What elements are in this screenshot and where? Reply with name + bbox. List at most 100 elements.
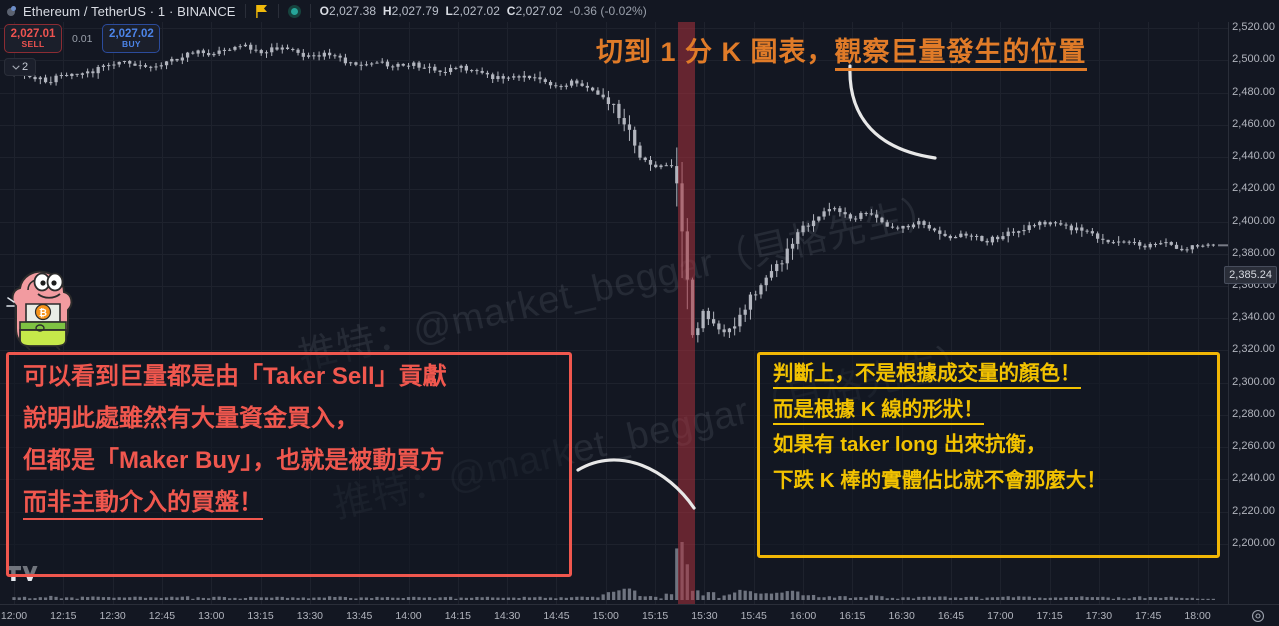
gridline-vertical [950, 0, 952, 604]
gridline-horizontal [0, 350, 1228, 352]
gridline-horizontal [0, 318, 1228, 320]
volume-spike-highlight-band [678, 0, 695, 604]
time-scale-label: 13:15 [247, 610, 274, 622]
curved-arrow-icon-left [576, 458, 696, 510]
price-scale-label: 2,220.00 [1232, 504, 1275, 517]
sell-price: 2,027.01 [10, 28, 56, 40]
flag-icon[interactable] [255, 4, 269, 19]
red-note-line-4: 而非主動介入的買盤！ [23, 489, 555, 520]
buy-price: 2,027.02 [109, 28, 154, 40]
red-note-line-2: 說明此處雖然有大量資金買入， [23, 407, 555, 431]
price-scale-label: 2,480.00 [1232, 85, 1275, 98]
chevron-down-icon [12, 64, 20, 70]
gridline-horizontal [0, 189, 1228, 191]
gridline-vertical [457, 0, 459, 604]
top-annotation-underlined: 觀察巨量發生的位置 [834, 37, 1087, 71]
time-scale-label: 15:00 [592, 610, 619, 622]
price-scale-label: 2,420.00 [1232, 182, 1275, 195]
yellow-annotation-box: 判斷上，不是根據成交量的顏色！ 而是根據 K 線的形狀！ 如果有 taker lon… [757, 352, 1220, 558]
time-scale[interactable]: 12:00 12:15 12:30 12:45 13:00 13:15 13:30 13:45… [0, 604, 1279, 626]
buy-button[interactable]: 2,027.02 BUY [102, 24, 161, 53]
time-scale-label: 17:30 [1085, 610, 1113, 622]
ohlc-close-value: 2,027.02 [515, 4, 563, 18]
time-scale-label: 16:00 [789, 610, 817, 622]
yellow-note-line-4: 下跌 K 棒的實體佔比就不會那麼大！ [773, 470, 1204, 492]
price-scale-label: 2,460.00 [1232, 117, 1275, 130]
gridline-vertical [901, 0, 903, 604]
gridline-vertical [359, 0, 361, 604]
gridline-vertical [753, 0, 755, 604]
time-scale-label: 14:30 [494, 610, 521, 622]
gridline-horizontal [0, 479, 1228, 481]
gridline-horizontal [0, 124, 1228, 126]
ohlc-high-label: H [382, 4, 392, 18]
top-annotation-note: 切到 1 分 K 圖表，觀察巨量發生的位置 [596, 30, 1087, 71]
gridline-horizontal [0, 157, 1228, 159]
time-scale-label: 17:45 [1135, 610, 1162, 622]
gridline-vertical [1049, 0, 1051, 604]
time-scale-label: 17:00 [987, 610, 1014, 622]
time-scale-label: 16:30 [888, 610, 915, 622]
time-scale-label: 18:00 [1184, 610, 1211, 622]
ohlc-low-label: L [445, 4, 453, 18]
symbol-title[interactable]: Ethereum / TetherUS · 1 · BINANCE [23, 3, 236, 19]
gridline-vertical [309, 0, 311, 604]
gridline-horizontal [0, 60, 1228, 62]
sell-button[interactable]: 2,027.01 SELL [4, 24, 62, 53]
price-scale-label: 2,320.00 [1232, 343, 1275, 356]
price-scale-label: 2,380.00 [1232, 246, 1275, 259]
chart-plot-area[interactable]: 推特：@market_beggar（貝格先生） 推特：@market_begga… [0, 0, 1228, 604]
price-scale-label: 2,200.00 [1232, 536, 1275, 549]
buy-label: BUY [122, 39, 141, 50]
red-annotation-box: 可以看到巨量都是由「Taker Sell」貢獻 說明此處雖然有大量資金買入， 但都是… [6, 352, 572, 577]
gridline-vertical [1148, 0, 1150, 604]
gridline-horizontal [0, 511, 1228, 513]
toolbar-divider-2 [277, 4, 279, 18]
gridline-vertical [161, 0, 163, 604]
time-scale-label: 14:45 [543, 610, 570, 622]
price-scale-label: 2,400.00 [1232, 214, 1275, 227]
gridline-horizontal [0, 28, 1228, 30]
gridline-vertical [655, 0, 657, 604]
red-note-line-2-text: 說明此處雖然有大量資金買入， [23, 405, 359, 432]
time-scale-label: 12:45 [148, 610, 176, 622]
price-scale-label: 2,240.00 [1232, 472, 1275, 485]
price-scale-label: 2,260.00 [1232, 440, 1275, 453]
gridline-horizontal [0, 253, 1228, 255]
time-scale-label: 12:15 [50, 610, 77, 622]
gridline-vertical [260, 0, 262, 604]
yellow-note-line-3: 如果有 taker long 出來抗衡， [773, 433, 1204, 456]
svg-text:₿: ₿ [39, 307, 47, 319]
time-scale-label: 16:45 [937, 610, 965, 622]
buy-sell-widget[interactable]: 2,027.01 SELL 0.01 2,027.02 BUY 2 [4, 24, 161, 76]
gridline-vertical [1000, 0, 1002, 604]
current-price-label: 2,385.24 [1224, 266, 1277, 284]
sell-label: SELL [21, 39, 45, 50]
time-scale-label: 14:15 [444, 610, 471, 622]
price-scale-label: 2,520.00 [1232, 21, 1275, 34]
chart-header-toolbar[interactable]: Ethereum / TetherUS · 1 · BINANCE O2,027… [0, 0, 1279, 22]
gridline-horizontal [0, 543, 1228, 545]
gridline-vertical [408, 0, 410, 604]
ohlc-open-value: 2,027.38 [328, 4, 377, 18]
gridline-horizontal [0, 447, 1228, 449]
time-scale-label: 12:00 [0, 610, 28, 622]
quantity-stepper[interactable]: 2 [4, 58, 36, 76]
price-scale[interactable]: USDT 2,520.002,500.002,480.002,460.002,4… [1224, 0, 1279, 604]
red-note-line-3: 但都是「Maker Buy」，也就是被動買方 [23, 449, 555, 473]
patrick-star-sticker: ₿ [6, 270, 73, 350]
gridline-vertical [1098, 0, 1100, 604]
ohlc-high-value: 2,027.79 [391, 4, 439, 18]
toolbar-divider-3 [309, 4, 311, 18]
gridline-vertical [112, 0, 114, 604]
price-scale-label: 2,440.00 [1232, 150, 1275, 163]
gridline-vertical [507, 0, 509, 604]
quantity-value: 2 [21, 61, 29, 73]
gridline-horizontal [0, 382, 1228, 384]
time-scale-label: 15:45 [740, 610, 767, 622]
yellow-note-line-3-text: 如果有 taker long 出來抗衡， [773, 433, 1047, 456]
green-status-dot-icon [287, 4, 301, 18]
timescale-settings-icon[interactable] [1251, 609, 1265, 623]
yellow-note-line-2-text: 而是根據 K 線的形狀！ [773, 397, 984, 425]
